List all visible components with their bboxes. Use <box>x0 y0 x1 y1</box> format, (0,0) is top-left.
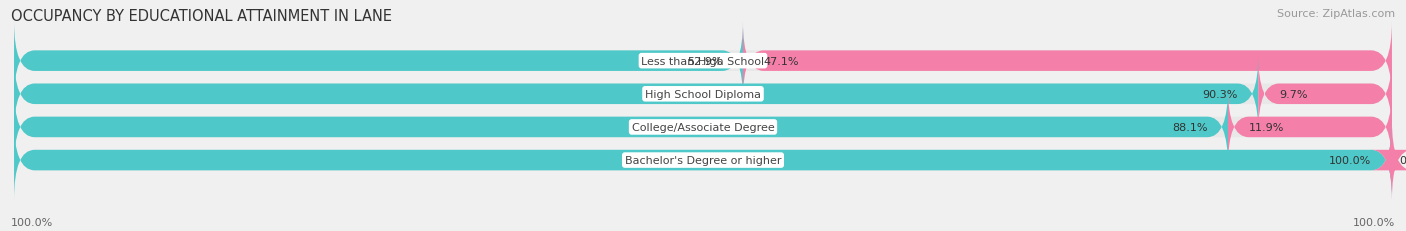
Text: Bachelor's Degree or higher: Bachelor's Degree or higher <box>624 155 782 165</box>
FancyBboxPatch shape <box>1371 121 1406 200</box>
Text: 9.7%: 9.7% <box>1279 89 1308 99</box>
Text: 100.0%: 100.0% <box>1353 217 1395 227</box>
FancyBboxPatch shape <box>14 121 1392 200</box>
FancyBboxPatch shape <box>1227 88 1392 167</box>
Text: 88.1%: 88.1% <box>1171 122 1208 132</box>
Text: 11.9%: 11.9% <box>1249 122 1284 132</box>
FancyBboxPatch shape <box>742 22 1392 101</box>
FancyBboxPatch shape <box>14 88 1392 167</box>
Text: 0.0%: 0.0% <box>1399 155 1406 165</box>
FancyBboxPatch shape <box>14 88 1227 167</box>
Text: 90.3%: 90.3% <box>1202 89 1237 99</box>
FancyBboxPatch shape <box>14 22 1392 101</box>
Text: OCCUPANCY BY EDUCATIONAL ATTAINMENT IN LANE: OCCUPANCY BY EDUCATIONAL ATTAINMENT IN L… <box>11 9 392 24</box>
Text: College/Associate Degree: College/Associate Degree <box>631 122 775 132</box>
FancyBboxPatch shape <box>14 121 1392 200</box>
Text: 52.9%: 52.9% <box>686 56 723 66</box>
Text: Less than High School: Less than High School <box>641 56 765 66</box>
Text: 47.1%: 47.1% <box>763 56 799 66</box>
FancyBboxPatch shape <box>14 55 1392 134</box>
Text: 100.0%: 100.0% <box>1329 155 1371 165</box>
FancyBboxPatch shape <box>1258 55 1392 134</box>
FancyBboxPatch shape <box>14 22 742 101</box>
Text: Source: ZipAtlas.com: Source: ZipAtlas.com <box>1277 9 1395 19</box>
Text: 100.0%: 100.0% <box>11 217 53 227</box>
FancyBboxPatch shape <box>14 55 1258 134</box>
Text: High School Diploma: High School Diploma <box>645 89 761 99</box>
